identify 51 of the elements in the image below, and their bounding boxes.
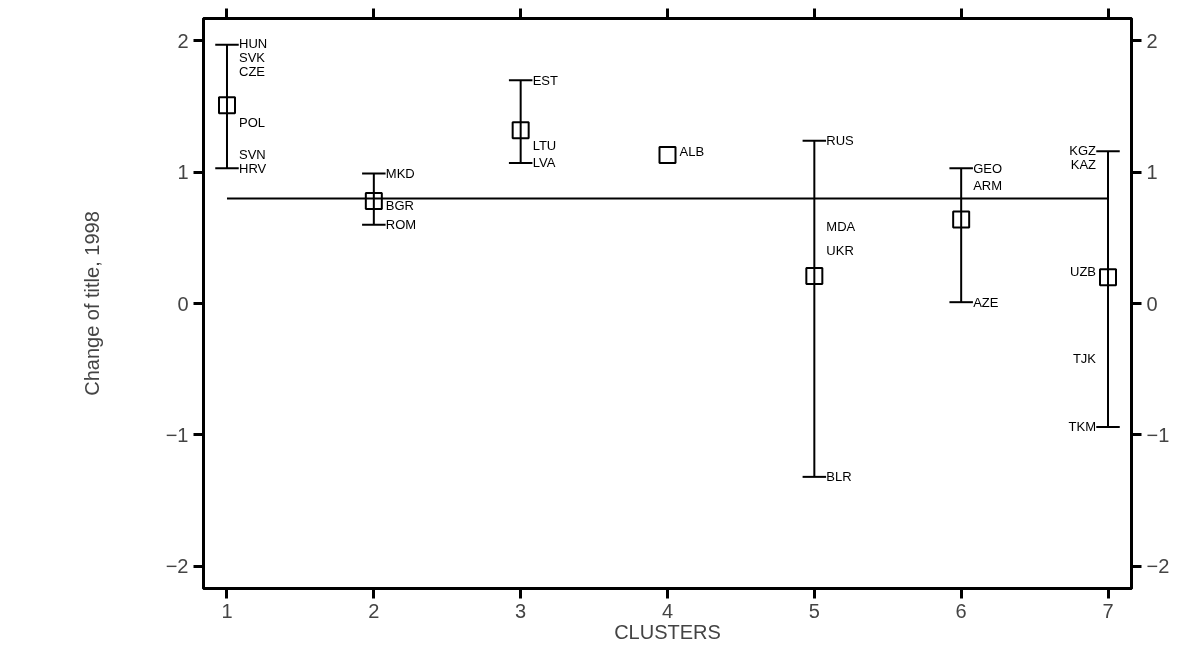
annotation: RUS [826, 133, 855, 149]
y-tick-label: 2 [177, 29, 189, 52]
y-tick-label: −2 [165, 555, 189, 578]
point [805, 266, 824, 285]
annotation: LVA [532, 155, 556, 171]
annotation: EST [532, 72, 559, 88]
point [952, 210, 971, 229]
annotation: SVN [238, 147, 266, 163]
annotation: HRV [238, 161, 267, 177]
y2-tick-label: 0 [1146, 292, 1158, 315]
x-tick-label: 5 [808, 599, 820, 622]
x-tick-label: 7 [1102, 599, 1114, 622]
point [1099, 268, 1118, 287]
y2-tick-label: 1 [1146, 161, 1158, 184]
annotation: BLR [826, 469, 852, 485]
x-tick-label: 6 [955, 599, 967, 622]
x-tick-label: 3 [515, 599, 527, 622]
annotation: MKD [385, 165, 415, 181]
annotation: GEO [973, 160, 1003, 176]
annotation: UKR [826, 243, 854, 259]
annotation: SVK [238, 49, 266, 65]
annotation: TKM [1068, 419, 1097, 435]
annotation: KAZ [1070, 157, 1097, 173]
y-tick-label: −1 [165, 423, 189, 446]
x-tick-label: 2 [368, 599, 380, 622]
point [364, 192, 383, 211]
x-tick-label: 4 [661, 599, 674, 622]
annotation: CZE [238, 63, 266, 79]
y-tick-label: 1 [177, 161, 189, 184]
annotation: ARM [973, 177, 1003, 193]
y-axis-title: Change of title, 1998 [80, 211, 103, 396]
x-axis-title: CLUSTERS [614, 620, 721, 643]
x-tick-label: 1 [221, 599, 233, 622]
annotation: AZE [973, 294, 999, 310]
annotation: MDA [826, 218, 856, 234]
annotation: BGR [385, 197, 414, 213]
annotation: KGZ [1069, 143, 1097, 159]
annotation: UZB [1070, 264, 1097, 280]
annotation: ALB [679, 143, 705, 159]
y2-tick-label: −1 [1146, 423, 1170, 446]
point [217, 96, 236, 115]
annotation: POL [238, 114, 266, 130]
y2-tick-label: −2 [1146, 555, 1170, 578]
point [658, 146, 677, 165]
annotation: LTU [532, 138, 557, 154]
annotation: ROM [385, 217, 417, 233]
annotation: TJK [1072, 351, 1097, 367]
y2-tick-label: 2 [1146, 29, 1158, 52]
annotation: HUN [238, 35, 268, 51]
point [511, 121, 530, 140]
y-tick-label: 0 [177, 292, 189, 315]
